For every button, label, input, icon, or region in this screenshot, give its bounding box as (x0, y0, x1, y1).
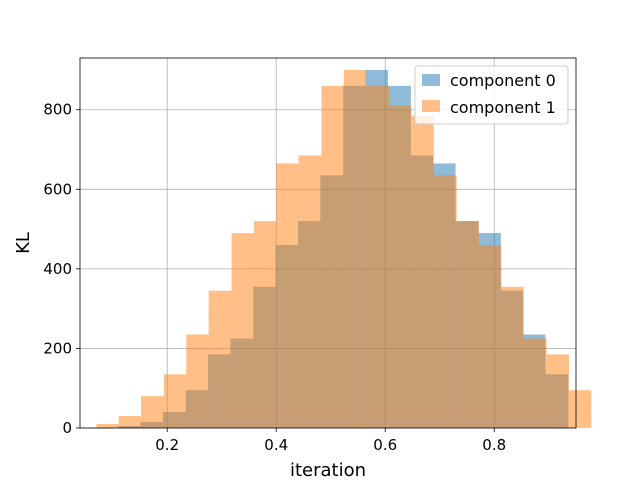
histogram-bar (501, 286, 524, 428)
y-axis-ticks: 0 200 400 600 800 (43, 101, 80, 437)
histogram-bar (523, 338, 547, 428)
y-tick-label: 400 (43, 260, 72, 278)
histogram-bar (343, 69, 367, 428)
x-axis-label: iteration (290, 460, 366, 480)
y-tick-label: 600 (43, 180, 72, 198)
x-tick-label: 0.6 (373, 436, 397, 454)
histogram-bar (389, 105, 412, 428)
legend: component 0 component 1 (414, 65, 569, 125)
axes-frame (79, 57, 577, 429)
legend-swatch-component-0 (422, 74, 440, 86)
y-tick-label: 0 (62, 419, 72, 437)
histogram-bar (321, 85, 344, 429)
histogram-bar (456, 221, 479, 428)
histogram-bar (118, 416, 142, 428)
series-1-bars (96, 69, 592, 429)
histogram-bars (96, 69, 592, 429)
histogram-bar (96, 424, 119, 428)
x-tick-label: 0.8 (482, 436, 506, 454)
legend-frame (414, 65, 569, 125)
histogram-bar (298, 155, 322, 428)
histogram-bar (366, 85, 390, 429)
histogram-bar (276, 163, 299, 428)
y-tick-label: 800 (43, 101, 72, 119)
x-tick-label: 0.2 (155, 436, 179, 454)
histogram-bar (186, 334, 209, 428)
x-tick-label: 0.4 (264, 436, 288, 454)
legend-label-component-1: component 1 (450, 98, 556, 117)
histogram-bar (231, 233, 254, 428)
histogram-bar (568, 390, 592, 428)
legend-label-component-0: component 0 (450, 71, 556, 90)
histogram-bar (253, 221, 277, 428)
histogram-bar (433, 175, 457, 428)
y-tick-label: 200 (43, 339, 72, 357)
histogram-bar (411, 115, 434, 428)
histogram-bar (478, 244, 502, 428)
histogram-bar (546, 354, 569, 428)
y-axis-label: KL (13, 232, 34, 254)
histogram-bar (208, 290, 232, 428)
histogram-bar (163, 374, 187, 428)
legend-swatch-component-1 (422, 100, 440, 112)
histogram-bar (141, 396, 164, 428)
x-axis-ticks: 0.2 0.4 0.6 0.8 (155, 428, 506, 454)
